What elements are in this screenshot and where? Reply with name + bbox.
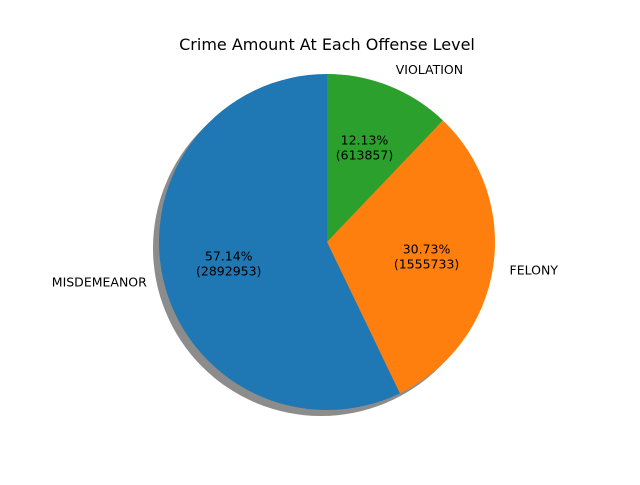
slice-percent-violation: 12.13% <box>341 132 389 147</box>
slice-count-violation: (613857) <box>336 147 393 162</box>
pie-slices <box>159 74 496 410</box>
slice-percent-felony: 30.73% <box>403 242 451 257</box>
pie-labels: VIOLATION 12.13%(613857) FELONY 30.73%(1555… <box>52 62 559 290</box>
slice-count-felony: (1555733) <box>394 257 459 272</box>
slice-percent-misdemeanor: 57.14% <box>205 248 253 263</box>
pie-slice-misdemeanor <box>159 74 400 410</box>
pie-slice-felony <box>327 120 496 394</box>
pie-slice-violation <box>327 74 443 242</box>
slice-count-misdemeanor: (2892953) <box>196 263 261 278</box>
chart-title: Crime Amount At Each Offense Level <box>179 35 475 54</box>
slice-label-misdemeanor: MISDEMEANOR <box>52 275 147 290</box>
slice-label-felony: FELONY <box>510 262 559 277</box>
slice-label-violation: VIOLATION <box>396 62 463 77</box>
